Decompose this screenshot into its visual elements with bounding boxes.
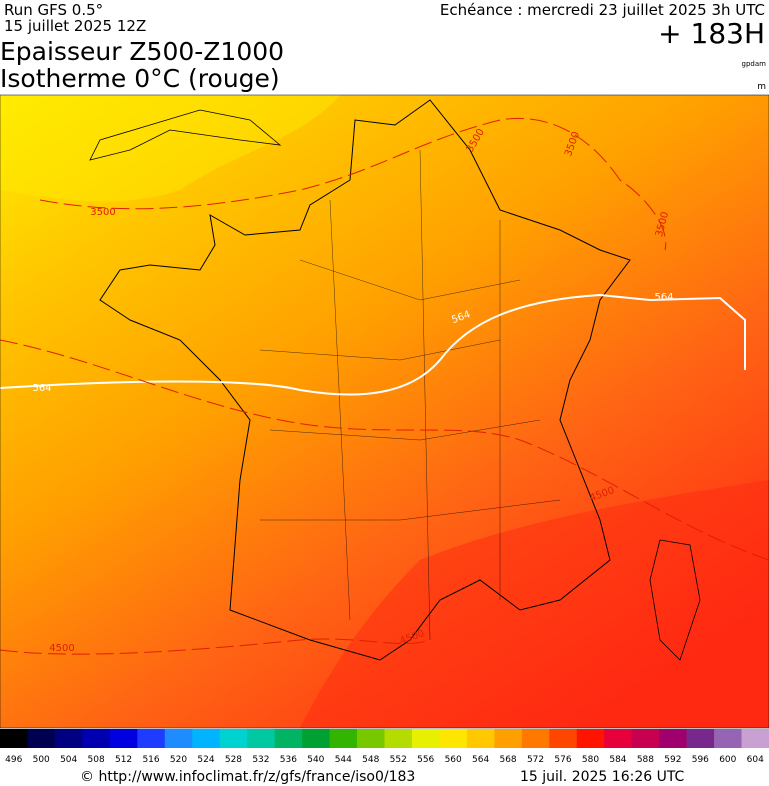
- colorbar-label: 508: [88, 755, 105, 765]
- colorbar-swatch: [82, 729, 111, 748]
- map-frame: [0, 94, 769, 729]
- colorbar-label: 536: [280, 755, 297, 765]
- colorbar-swatch: [439, 729, 468, 748]
- colorbar-swatch: [384, 729, 413, 748]
- warm-band: [0, 95, 340, 202]
- colorbar-swatch: [686, 729, 715, 748]
- colorbar: 496 500 504 508 512 516 520 524 528 532 536 540 544 5…: [0, 729, 769, 765]
- colorbar-label: 512: [115, 755, 132, 765]
- colorbar-label: 556: [417, 755, 434, 765]
- departments: [259, 149, 561, 641]
- colorbar-swatch: [494, 729, 523, 748]
- contour-label: 564: [32, 383, 51, 394]
- colorbar-label: 592: [664, 755, 681, 765]
- colorbar-label: 548: [362, 755, 379, 765]
- colorbar-swatch: [302, 729, 331, 748]
- contour-label: 564: [654, 292, 673, 303]
- colorbar-label: 552: [390, 755, 407, 765]
- title-line-2: Isotherme 0°C (rouge): [0, 64, 280, 93]
- colorbar-label: 604: [747, 755, 764, 765]
- colorbar-swatch: [714, 729, 743, 748]
- colorbar-label: 540: [307, 755, 324, 765]
- lead-time: + 183H: [658, 17, 765, 50]
- colorbar-swatch: [549, 729, 578, 748]
- colorbar-swatch: [741, 729, 769, 748]
- colorbar-swatch: [219, 729, 248, 748]
- run-date: 15 juillet 2025 12Z: [4, 17, 146, 35]
- corsica: [649, 539, 701, 661]
- title-line-1: Epaisseur Z500-Z1000: [0, 37, 284, 66]
- colorbar-label: 564: [472, 755, 489, 765]
- colorbar-label: 576: [554, 755, 571, 765]
- source: © http://www.infoclimat.fr/z/gfs/france/…: [80, 769, 415, 785]
- colorbar-label: 596: [692, 755, 709, 765]
- hot-band: [300, 480, 769, 728]
- unit-thickness: gpdam: [742, 60, 767, 68]
- colorbar-swatch: [247, 729, 276, 748]
- france-outline: [99, 99, 631, 661]
- contour-label: 3500: [90, 207, 115, 218]
- colorbar-swatch: [411, 729, 440, 748]
- colorbar-label: 572: [527, 755, 544, 765]
- colorbar-label: 500: [33, 755, 50, 765]
- run-label: Run GFS 0.5°: [4, 1, 103, 19]
- colorbar-label: 588: [637, 755, 654, 765]
- colorbar-swatch: [576, 729, 605, 748]
- colorbar-swatch: [109, 729, 138, 748]
- colorbar-swatch: [192, 729, 221, 748]
- colorbar-swatch: [466, 729, 495, 748]
- colorbar-swatch: [137, 729, 166, 748]
- contour-label: 4500: [49, 643, 74, 654]
- forecast-time: Echéance : mercredi 23 juillet 2025 3h U…: [440, 1, 765, 19]
- colorbar-swatch: [631, 729, 660, 748]
- colorbar-label: 600: [719, 755, 736, 765]
- colorbar-label: 520: [170, 755, 187, 765]
- isoline-564: [0, 293, 746, 396]
- unit-iso: m: [757, 82, 766, 92]
- colorbar-label: 528: [225, 755, 242, 765]
- colorbar-swatch: [54, 729, 83, 748]
- isotherm-lines: [0, 118, 769, 655]
- colorbar-swatch: [329, 729, 358, 748]
- colorbar-swatch: [274, 729, 303, 748]
- colorbar-swatch: [604, 729, 633, 748]
- colorbar-swatch: [357, 729, 385, 748]
- colorbar-label: 524: [197, 755, 214, 765]
- colorbar-swatch: [0, 729, 28, 748]
- uk-coast: [89, 109, 282, 161]
- colorbar-swatch: [659, 729, 688, 748]
- colorbar-label: 560: [445, 755, 462, 765]
- colorbar-swatch: [521, 729, 550, 748]
- colorbar-label: 504: [60, 755, 77, 765]
- colorbar-label: 496: [5, 755, 22, 765]
- generated: 15 juil. 2025 16:26 UTC: [520, 769, 685, 785]
- colorbar-label: 568: [499, 755, 516, 765]
- colorbar-label: 532: [252, 755, 269, 765]
- colorbar-swatch: [164, 729, 193, 748]
- colorbar-label: 544: [335, 755, 352, 765]
- colorbar-swatch: [27, 729, 56, 748]
- colorbar-label: 516: [142, 755, 159, 765]
- colorbar-label: 584: [609, 755, 626, 765]
- colorbar-label: 580: [582, 755, 599, 765]
